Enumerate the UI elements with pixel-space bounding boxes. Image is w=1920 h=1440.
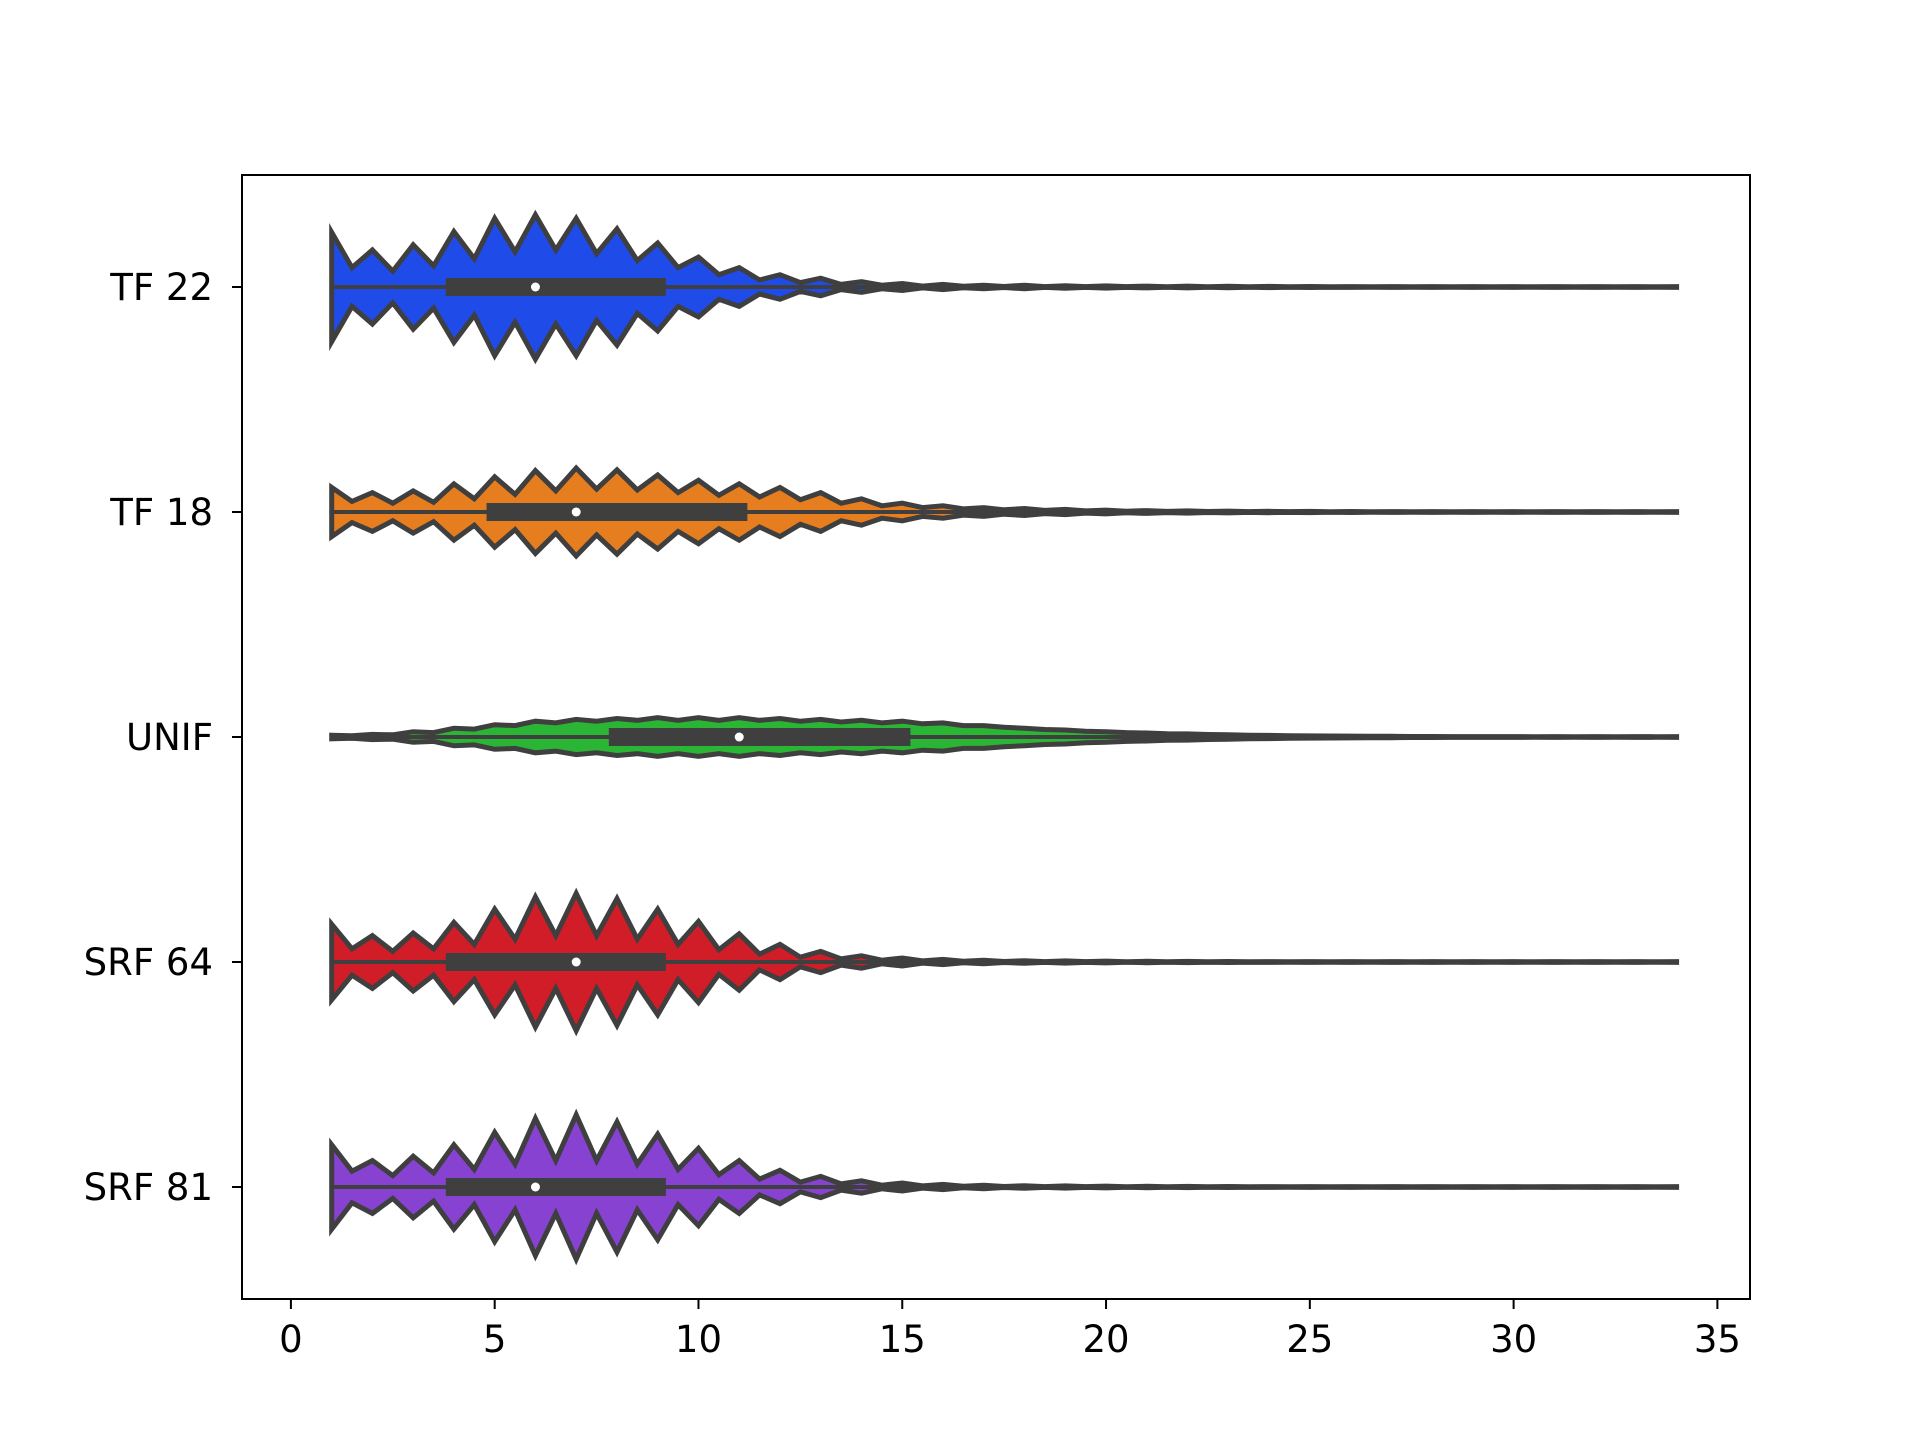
violin-group-tf-22 [329,209,1680,365]
median-marker-unif [734,732,744,742]
x-tick-label: 10 [675,1318,722,1361]
median-marker-tf-22 [530,282,540,292]
x-tick-label: 30 [1490,1318,1537,1361]
violin-group-unif [329,715,1680,759]
violin-group-srf-81 [329,1108,1680,1266]
median-marker-tf-18 [571,507,581,517]
y-tick-label-srf-64: SRF 64 [84,941,213,984]
violins-layer [329,209,1680,1266]
x-tick-label: 20 [1082,1318,1129,1361]
x-tick-label: 25 [1286,1318,1333,1361]
x-tick-label: 5 [483,1318,507,1361]
x-tick-label: 35 [1694,1318,1741,1361]
y-tick-label-tf-18: TF 18 [109,491,213,534]
x-axis: 0 5 10 15 20 25 30 35 [279,1299,1741,1361]
y-axis: TF 22 TF 18 UNIF SRF 64 SRF 81 [84,266,242,1209]
median-marker-srf-64 [571,957,581,967]
median-marker-srf-81 [530,1182,540,1192]
y-tick-label-unif: UNIF [126,716,213,759]
violin-group-tf-18 [329,464,1680,560]
x-tick-label: 15 [879,1318,926,1361]
x-tick-label: 0 [279,1318,303,1361]
y-tick-label-srf-81: SRF 81 [84,1166,213,1209]
y-tick-label-tf-22: TF 22 [109,266,213,309]
violin-group-srf-64 [329,887,1680,1037]
